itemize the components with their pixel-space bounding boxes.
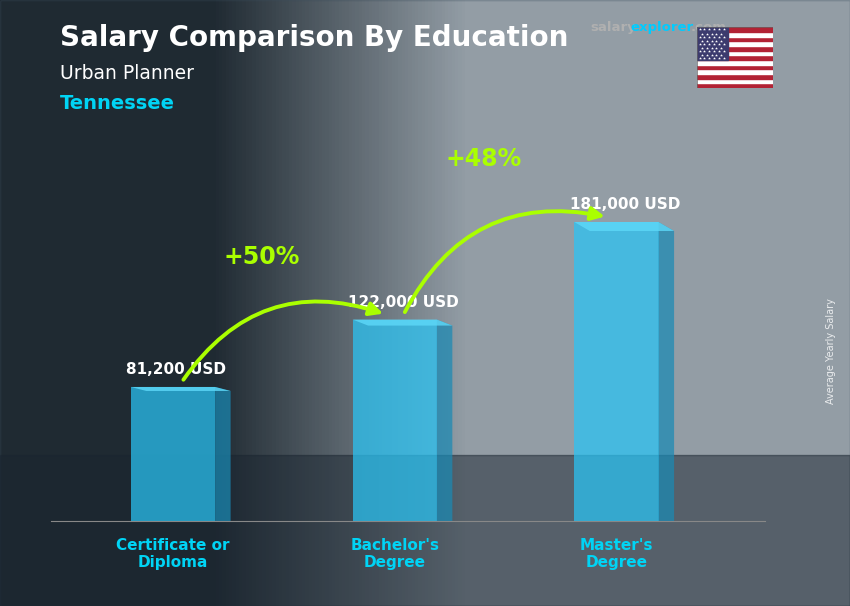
Text: explorer: explorer — [631, 21, 694, 34]
Text: Salary Comparison By Education: Salary Comparison By Education — [60, 24, 568, 52]
Text: 181,000 USD: 181,000 USD — [570, 197, 680, 212]
Polygon shape — [131, 387, 215, 521]
Bar — [697, 36, 774, 41]
Bar — [697, 79, 774, 83]
Bar — [697, 83, 774, 88]
Polygon shape — [215, 387, 230, 521]
Polygon shape — [353, 319, 437, 521]
Bar — [697, 69, 774, 74]
Polygon shape — [353, 319, 452, 325]
Text: 122,000 USD: 122,000 USD — [348, 295, 459, 310]
Text: Tennessee: Tennessee — [60, 94, 174, 113]
Bar — [697, 60, 774, 65]
Bar — [697, 74, 774, 79]
Text: Average Yearly Salary: Average Yearly Salary — [826, 299, 836, 404]
Bar — [697, 27, 728, 60]
Bar — [0, 454, 850, 606]
Text: salary: salary — [591, 21, 637, 34]
Bar — [697, 46, 774, 50]
Text: 81,200 USD: 81,200 USD — [127, 362, 226, 377]
Polygon shape — [131, 387, 230, 391]
Bar — [697, 27, 774, 32]
Text: +48%: +48% — [445, 147, 522, 171]
Bar — [697, 50, 774, 55]
Text: .com: .com — [691, 21, 727, 34]
Bar — [697, 32, 774, 36]
Text: Urban Planner: Urban Planner — [60, 64, 194, 82]
Polygon shape — [659, 222, 674, 521]
Bar — [697, 55, 774, 60]
Bar — [697, 41, 774, 46]
Polygon shape — [575, 222, 659, 521]
Bar — [697, 65, 774, 69]
Polygon shape — [575, 222, 674, 231]
Text: +50%: +50% — [224, 245, 300, 268]
Polygon shape — [437, 319, 452, 521]
